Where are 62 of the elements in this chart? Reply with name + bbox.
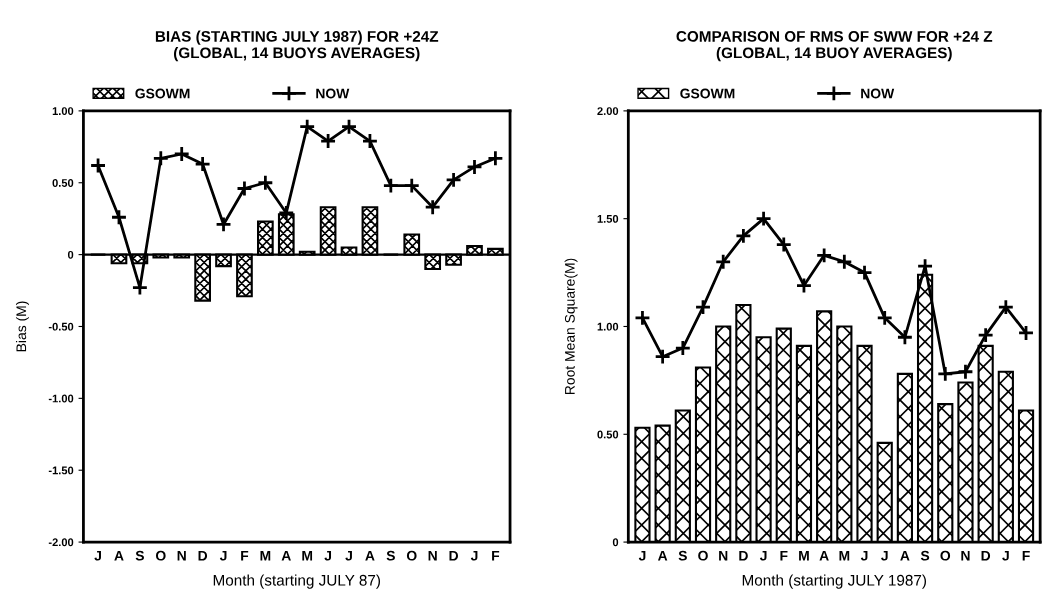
x-tick-label: N [177,550,186,561]
legend-label: GSOWM [680,88,735,99]
y-tick-label: -1.00 [48,394,74,403]
x-tick-label: F [241,550,249,561]
x-tick-label: A [114,550,124,561]
y-tick-label: 1.50 [597,214,619,223]
x-tick-label: J [324,550,332,561]
chart-title: BIAS (STARTING JULY 1987) FOR +24Z (GLOBAL, 14 BUOYS AVERAGES) [155,30,439,62]
legend-label: NOW [316,88,350,99]
x-tick-label: A [365,550,375,561]
x-axis-title: Month (starting JULY 1987) [742,574,927,589]
x-tick-label: S [920,550,930,561]
x-tick-label: S [386,550,395,561]
x-tick-label: F [1022,550,1030,561]
x-tick-label: F [780,550,788,561]
x-tick-label: S [135,550,144,561]
x-tick-label: J [219,550,227,561]
x-tick-label: J [470,550,478,561]
y-tick-label: 0.50 [52,179,74,187]
y-tick-label: -0.50 [48,322,74,331]
x-tick-label: M [260,550,271,561]
chart-title: COMPARISON OF RMS OF SWW FOR +24 Z (GLOBAL, 14 BUOY AVERAGES) [676,30,993,62]
x-tick-label: O [155,550,166,561]
x-tick-label: M [839,550,850,561]
x-tick-label: J [881,550,888,561]
x-tick-label: A [281,550,291,561]
x-tick-label: O [698,550,708,561]
x-tick-label: J [638,550,646,561]
x-tick-label: J [759,550,767,561]
x-tick-label: J [94,550,101,561]
legend-label: NOW [861,88,895,99]
x-tick-label: O [406,550,417,561]
x-tick-label: A [819,550,829,561]
y-tick-label: 2.00 [597,107,619,116]
x-tick-label: J [860,550,868,561]
x-tick-label: J [1002,550,1009,561]
x-tick-label: D [739,550,748,561]
y-tick-label: -2.00 [48,538,74,547]
x-tick-label: O [940,550,951,561]
legend-label: GSOWM [135,88,190,99]
y-axis-title: Bias (M) [15,301,29,352]
x-tick-label: M [799,550,809,561]
y-tick-label: 0.50 [597,430,619,439]
y-tick-label: 1.00 [597,322,619,331]
x-axis-title: Month (starting JULY 87) [213,574,381,589]
x-tick-label: N [719,550,728,561]
x-tick-label: S [678,550,687,561]
y-tick-label: -1.50 [48,466,74,475]
x-tick-label: D [449,550,459,561]
x-tick-label: N [428,550,437,561]
y-tick-label: 1.00 [52,107,74,116]
x-tick-label: M [302,550,313,561]
x-tick-label: N [961,550,970,561]
y-axis-title: Root Mean Square(M) [564,258,578,395]
y-tick-label: 0 [67,250,74,259]
x-tick-label: D [981,550,991,561]
x-tick-label: F [492,550,500,561]
x-tick-label: A [657,550,668,561]
x-tick-label: J [345,550,352,561]
x-tick-label: D [198,550,208,561]
y-tick-label: 0 [612,538,619,547]
x-tick-label: A [900,550,910,561]
